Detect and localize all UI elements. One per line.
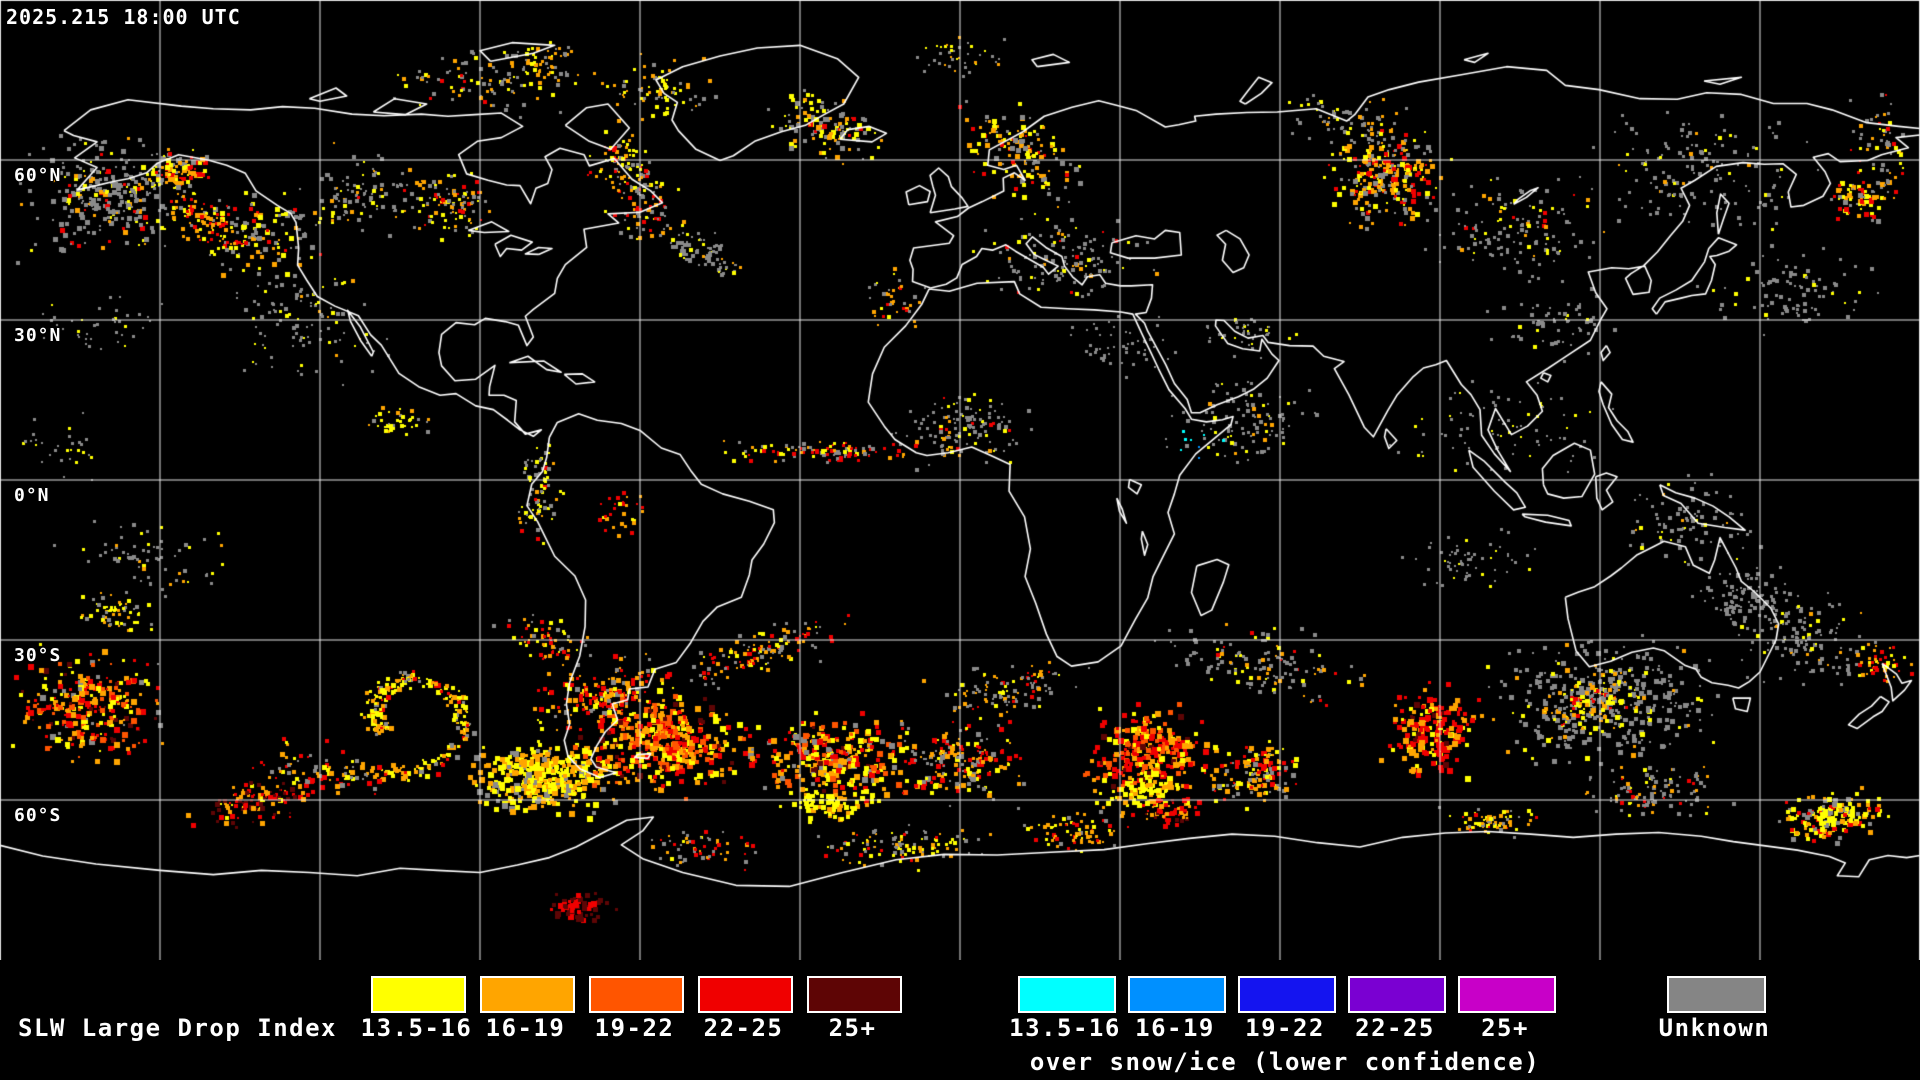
legend-swatch [589,976,684,1013]
legend-swatch [480,976,575,1013]
legend-swatch [1018,976,1116,1013]
legend-bin-label: 22-25 [703,1014,784,1042]
latitude-label: 60°S [14,805,62,826]
legend-bin-label: 13.5-16 [360,1014,473,1042]
legend: SLW Large Drop Index 13.5-16 16-19 19-22 22… [0,960,1920,1080]
legend-swatch [1238,976,1336,1013]
legend-swatch [1128,976,1226,1013]
legend-bin-label: 19-22 [1245,1014,1325,1042]
latitude-label: 0°N [14,485,50,506]
legend-swatch [807,976,902,1013]
latitude-label: 30°N [14,325,62,346]
legend-swatch [1348,976,1446,1013]
legend-title: SLW Large Drop Index [18,1014,337,1042]
legend-swatch [371,976,466,1013]
world-map-canvas [0,0,1920,960]
legend-bin-label: 19-22 [594,1014,675,1042]
legend-bin-label: Unknown [1658,1014,1771,1042]
latitude-label: 60°N [14,165,62,186]
legend-bin-label: 25+ [828,1014,877,1042]
legend-snow-caption: over snow/ice (lower confidence) [1029,1048,1541,1076]
timestamp: 2025.215 18:00 UTC [6,5,241,29]
legend-bin-label: 25+ [1481,1014,1529,1042]
latitude-label: 30°S [14,645,62,666]
legend-swatch [698,976,793,1013]
legend-bin-label: 16-19 [485,1014,566,1042]
legend-bin-label: 22-25 [1355,1014,1435,1042]
legend-bin-label: 16-19 [1135,1014,1215,1042]
legend-swatch [1458,976,1556,1013]
legend-bin-label: 13.5-16 [1009,1014,1121,1042]
legend-swatch [1667,976,1766,1013]
